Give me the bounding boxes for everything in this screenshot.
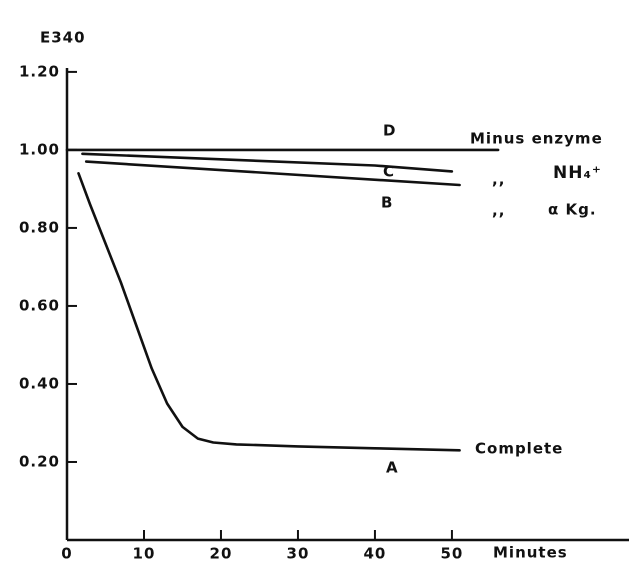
x-tick-label: 10 [133, 545, 156, 563]
y-axis-label: E340 [40, 29, 86, 47]
y-tick-label: 0.20 [19, 452, 60, 470]
annotation: Minus enzyme [470, 130, 603, 148]
y-tick-label: 0.80 [19, 218, 60, 236]
x-tick-label: 20 [210, 545, 233, 563]
series-label: D [383, 122, 396, 140]
annotation: Complete [475, 440, 563, 458]
series-label: A [386, 459, 399, 477]
series-label: C [383, 163, 395, 181]
annotation: NH₄⁺ [553, 163, 602, 183]
annotation: α Kg. [548, 201, 597, 219]
x-tick-label: 50 [440, 545, 463, 563]
data-line [81, 152, 454, 173]
data-line [84, 160, 461, 187]
y-tick-label: 1.00 [19, 140, 60, 158]
y-tick-label: 1.20 [19, 62, 60, 80]
y-tick-label: 0.60 [19, 296, 60, 314]
data-line [77, 172, 461, 452]
annotation: ,, [492, 171, 505, 189]
series-label: B [381, 194, 393, 212]
x-axis-label: Minutes [493, 544, 568, 562]
x-tick-label: 40 [364, 545, 387, 563]
x-tick-label: 0 [61, 545, 72, 563]
x-tick-label: 30 [287, 545, 310, 563]
y-tick-label: 0.40 [19, 374, 60, 392]
annotation: ,, [492, 202, 505, 220]
